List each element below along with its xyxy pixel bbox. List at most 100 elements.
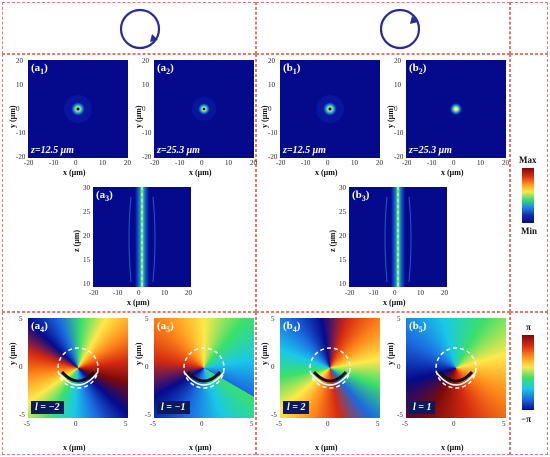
x-tick-top: -10 bbox=[175, 159, 185, 167]
colorbar-min-label: Min bbox=[521, 226, 538, 236]
x-tick-bottom: 0 bbox=[452, 420, 456, 428]
panel-a4-label: (a4) bbox=[31, 320, 48, 335]
ylabel-b4: y (μm) bbox=[260, 342, 269, 365]
z-tick-mid: 15 bbox=[83, 256, 90, 264]
panel-b4-label: (b4) bbox=[283, 320, 301, 335]
x-tick-mid: 0 bbox=[137, 289, 141, 297]
panel-b2: (b2) z=25.3 μm bbox=[406, 60, 506, 158]
y-tick-bottom: 5 bbox=[145, 315, 149, 323]
arc-marker bbox=[186, 370, 222, 383]
x-tick-bottom: -5 bbox=[150, 420, 156, 428]
y-tick-bottom: -5 bbox=[145, 411, 151, 419]
x-tick-bottom: -5 bbox=[402, 420, 408, 428]
xlabel-b5: x (μm) bbox=[441, 443, 464, 452]
panel-a2: (a2) z=25.3 μm bbox=[154, 60, 254, 158]
panel-b2-label: (b2) bbox=[409, 62, 427, 77]
y-tick-top: 0 bbox=[142, 105, 146, 113]
frame-header-right bbox=[256, 2, 510, 54]
z-tick-mid: 20 bbox=[339, 232, 346, 240]
x-tick-bottom: 5 bbox=[502, 420, 506, 428]
x-tick-mid: 10 bbox=[161, 289, 168, 297]
ylabel-b5: y (μm) bbox=[386, 342, 395, 365]
z-tick-mid: 15 bbox=[339, 256, 346, 264]
xlabel-b4: x (μm) bbox=[315, 443, 338, 452]
x-tick-mid: 20 bbox=[441, 289, 448, 297]
intensity-colorbar bbox=[522, 168, 534, 223]
frame-phase-cb bbox=[510, 312, 548, 455]
y-tick-bottom: 5 bbox=[397, 315, 401, 323]
phase-colorbar-max-label: π bbox=[526, 322, 531, 332]
panel-b3-label: (b3) bbox=[352, 189, 370, 204]
y-tick-top: 10 bbox=[394, 81, 401, 89]
x-tick-top: -10 bbox=[427, 159, 437, 167]
y-tick-top: 20 bbox=[142, 57, 149, 65]
x-tick-top: -20 bbox=[402, 159, 412, 167]
frame-phase-right bbox=[256, 312, 510, 455]
x-tick-top: 0 bbox=[326, 159, 330, 167]
topological-charge-label: l = 1 bbox=[409, 401, 436, 414]
y-tick-top: -20 bbox=[268, 153, 278, 161]
dashed-ring bbox=[183, 347, 225, 389]
zlabel-a3: z (μm) bbox=[72, 229, 81, 252]
x-tick-top: -20 bbox=[276, 159, 286, 167]
xlabel-b1: x (μm) bbox=[315, 168, 338, 177]
x-tick-top: -10 bbox=[49, 159, 59, 167]
x-tick-bottom: 0 bbox=[326, 420, 330, 428]
panel-b5-label: (b5) bbox=[409, 320, 427, 335]
x-tick-top: 10 bbox=[351, 159, 358, 167]
panel-a3-label: (a3) bbox=[96, 189, 113, 204]
y-tick-bottom: 0 bbox=[19, 363, 23, 371]
xlabel-a2: x (μm) bbox=[189, 168, 212, 177]
arc-marker-outline bbox=[435, 371, 477, 386]
x-tick-mid: -20 bbox=[345, 289, 355, 297]
x-tick-top: 10 bbox=[477, 159, 484, 167]
x-tick-top: 10 bbox=[225, 159, 232, 167]
z-tick-mid: 30 bbox=[339, 184, 346, 192]
y-tick-top: 0 bbox=[394, 105, 398, 113]
frame-phase-left bbox=[2, 312, 256, 455]
xlabel-b3: x (μm) bbox=[383, 298, 406, 307]
arc-marker bbox=[60, 370, 96, 383]
y-tick-bottom: 0 bbox=[397, 363, 401, 371]
x-tick-mid: -20 bbox=[89, 289, 99, 297]
panel-a2-label: (a2) bbox=[157, 62, 174, 77]
phase-colorbar bbox=[522, 335, 534, 410]
x-tick-bottom: 5 bbox=[124, 420, 128, 428]
x-tick-top: 20 bbox=[376, 159, 383, 167]
y-tick-bottom: -5 bbox=[271, 411, 277, 419]
y-tick-top: 10 bbox=[16, 81, 23, 89]
x-tick-mid: 0 bbox=[393, 289, 397, 297]
arc-marker bbox=[438, 370, 474, 383]
x-tick-bottom: -5 bbox=[276, 420, 282, 428]
x-tick-top: 20 bbox=[250, 159, 257, 167]
arc-marker bbox=[312, 370, 348, 383]
x-tick-top: 0 bbox=[74, 159, 78, 167]
x-tick-top: 0 bbox=[452, 159, 456, 167]
xlabel-a1: x (μm) bbox=[63, 168, 86, 177]
x-tick-bottom: 0 bbox=[200, 420, 204, 428]
colorbar-max-label: Max bbox=[519, 155, 537, 165]
counterclockwise-polarization-icon bbox=[379, 8, 421, 50]
dashed-ring bbox=[57, 347, 99, 389]
z-tick-mid: 10 bbox=[339, 280, 346, 288]
x-tick-top: -20 bbox=[24, 159, 34, 167]
dashed-ring bbox=[435, 347, 477, 389]
phase-colorbar-min-label: −π bbox=[521, 414, 532, 424]
y-tick-top: -20 bbox=[16, 153, 26, 161]
panel-b1-z-label: z=12.5 μm bbox=[283, 145, 326, 156]
z-tick-mid: 30 bbox=[83, 184, 90, 192]
y-tick-top: 10 bbox=[268, 81, 275, 89]
frame-header-left bbox=[2, 2, 256, 54]
x-tick-mid: -10 bbox=[113, 289, 123, 297]
arc-marker-outline bbox=[183, 371, 225, 386]
clockwise-polarization-icon bbox=[119, 8, 161, 50]
x-tick-top: -20 bbox=[150, 159, 160, 167]
x-tick-mid: 20 bbox=[185, 289, 192, 297]
x-tick-mid: 10 bbox=[417, 289, 424, 297]
z-tick-mid: 25 bbox=[83, 208, 90, 216]
x-tick-bottom: 5 bbox=[250, 420, 254, 428]
ylabel-a5: y (μm) bbox=[134, 342, 143, 365]
panel-b5: (b5) l = 1 bbox=[406, 318, 506, 418]
panel-a5: (a5) l = −1 bbox=[154, 318, 254, 418]
y-tick-bottom: 0 bbox=[271, 363, 275, 371]
